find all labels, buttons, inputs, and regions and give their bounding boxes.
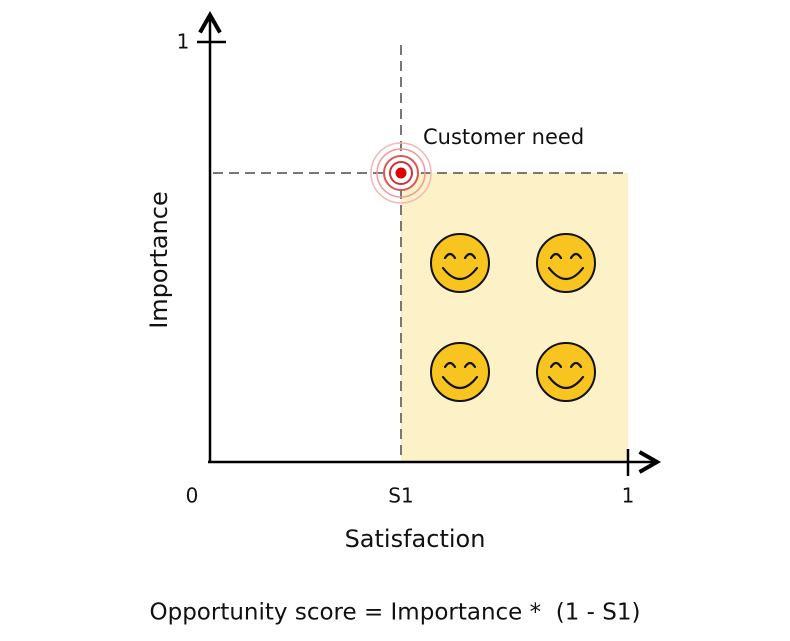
y-max-label: 1 bbox=[177, 30, 190, 54]
y-axis-label: Importance bbox=[145, 191, 173, 329]
x-max-label: 1 bbox=[622, 484, 635, 508]
target-marker bbox=[370, 142, 432, 204]
formula: Opportunity score = Importance * (1 - S1… bbox=[150, 600, 641, 626]
opportunity-area bbox=[401, 173, 628, 462]
smiley bbox=[429, 232, 491, 294]
smiley bbox=[535, 232, 597, 294]
origin-label: 0 bbox=[186, 484, 199, 508]
s1-label: S1 bbox=[388, 484, 413, 508]
point-label: Customer need bbox=[423, 125, 584, 149]
smiley bbox=[535, 341, 597, 403]
smiley bbox=[429, 341, 491, 403]
x-axis-label: Satisfaction bbox=[345, 525, 486, 553]
